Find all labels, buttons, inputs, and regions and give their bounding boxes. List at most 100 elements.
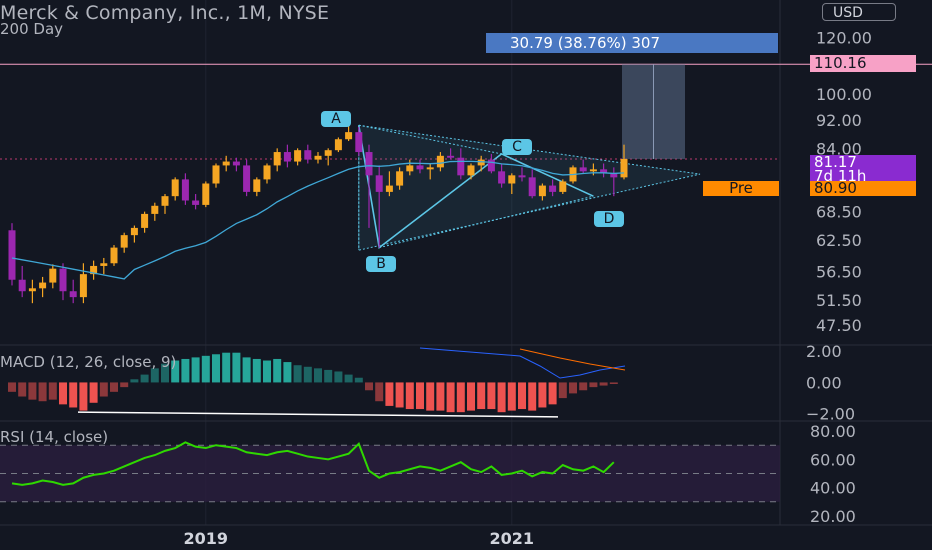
candle-body bbox=[110, 247, 118, 264]
macd-histogram-bar bbox=[365, 382, 373, 391]
candle bbox=[304, 144, 312, 164]
candle-body bbox=[263, 165, 271, 180]
macd-histogram-bar bbox=[99, 382, 108, 397]
candle bbox=[141, 211, 149, 233]
candle bbox=[161, 194, 169, 214]
candle bbox=[365, 144, 373, 228]
candle-body bbox=[69, 291, 77, 298]
macd-histogram-bar bbox=[273, 358, 282, 383]
macd-histogram-bar bbox=[120, 382, 129, 388]
candle-body bbox=[487, 159, 495, 172]
price-tick-label: 56.50 bbox=[816, 262, 862, 281]
macd-histogram-bar bbox=[324, 369, 333, 383]
candle-body bbox=[130, 227, 138, 236]
macd-histogram-bar bbox=[18, 382, 27, 397]
pattern-connector bbox=[358, 124, 502, 155]
candle bbox=[253, 177, 261, 197]
macd-histogram-bar bbox=[252, 358, 261, 383]
price-tick-label: 51.50 bbox=[816, 291, 862, 310]
macd-tick-label: −2.00 bbox=[806, 405, 855, 424]
macd-tick-label: 2.00 bbox=[806, 342, 842, 361]
candle bbox=[610, 167, 618, 197]
candle bbox=[406, 159, 414, 176]
macd-histogram-bar bbox=[334, 371, 343, 383]
ma-line bbox=[11, 160, 625, 280]
candle bbox=[130, 225, 138, 243]
macd-histogram-bar bbox=[293, 365, 302, 383]
macd-histogram-bar bbox=[344, 374, 353, 383]
macd-histogram-bar bbox=[161, 363, 169, 383]
candle bbox=[120, 232, 128, 253]
candle-body bbox=[151, 205, 159, 214]
macd-histogram-bar bbox=[477, 382, 486, 410]
price-tick-label: 120.00 bbox=[816, 29, 872, 48]
macd-histogram-bar bbox=[263, 360, 271, 383]
macd-histogram-bar bbox=[405, 382, 414, 410]
candle-body bbox=[457, 157, 465, 176]
macd-histogram-bar bbox=[232, 352, 241, 383]
candle bbox=[49, 264, 57, 289]
candle bbox=[355, 126, 363, 156]
candle-body bbox=[212, 165, 220, 184]
candle bbox=[447, 148, 455, 160]
candle bbox=[8, 223, 16, 286]
macd-histogram-bar bbox=[130, 379, 139, 383]
last-price-tag: 81.17 7d 11h bbox=[810, 153, 916, 184]
macd-pane: 2.00 0.00 −2.00 bbox=[8, 342, 855, 424]
candle-body bbox=[345, 132, 353, 140]
candle bbox=[314, 152, 322, 164]
macd-histogram-bar bbox=[181, 358, 190, 383]
time-tick-label: 2021 bbox=[490, 529, 535, 548]
candle bbox=[487, 153, 495, 174]
candle bbox=[263, 163, 271, 184]
price-tick-label: 62.50 bbox=[816, 231, 862, 250]
candle-body bbox=[498, 171, 506, 184]
rsi-pane: 80.00 60.00 40.00 20.00 bbox=[0, 422, 856, 526]
measure-label: 30.79 (38.76%) 307 bbox=[486, 33, 778, 53]
candle-body bbox=[181, 179, 189, 201]
candle bbox=[549, 179, 557, 197]
candle bbox=[79, 263, 87, 304]
macd-histogram-bar bbox=[171, 360, 180, 383]
candle bbox=[243, 159, 251, 197]
price-tick-label: 92.00 bbox=[816, 111, 862, 130]
candle bbox=[212, 163, 220, 188]
candle bbox=[110, 245, 118, 266]
currency-selector[interactable]: USD bbox=[822, 3, 896, 21]
candle-body bbox=[426, 167, 434, 170]
time-tick-label: 2019 bbox=[184, 529, 229, 548]
candle-body bbox=[559, 181, 567, 192]
macd-histogram-bar bbox=[150, 368, 159, 383]
candle bbox=[273, 148, 281, 172]
macd-histogram-bar bbox=[548, 382, 557, 405]
candle-body bbox=[283, 152, 291, 162]
candle-body bbox=[610, 173, 618, 178]
macd-histogram-bar bbox=[59, 382, 67, 405]
candle bbox=[508, 173, 516, 195]
candle bbox=[457, 148, 465, 180]
macd-trendline bbox=[77, 411, 559, 418]
candle-body bbox=[59, 268, 67, 292]
rsi-tick-label: 40.00 bbox=[810, 479, 856, 498]
pattern-point-a: A bbox=[321, 111, 351, 127]
rsi-tick-label: 60.00 bbox=[810, 450, 856, 469]
macd-histogram-bar bbox=[354, 377, 363, 383]
macd-histogram-bar bbox=[375, 382, 384, 402]
price-tick-label: 47.50 bbox=[816, 316, 862, 335]
candle bbox=[600, 163, 608, 178]
candle-body bbox=[549, 185, 557, 192]
candle-body bbox=[120, 235, 128, 248]
pre-market-value: 80.90 bbox=[810, 181, 916, 196]
candle-body bbox=[334, 139, 342, 151]
candle-body bbox=[508, 175, 516, 184]
candle bbox=[202, 181, 210, 208]
macd-histogram-bar bbox=[467, 382, 475, 411]
candle bbox=[151, 202, 159, 221]
macd-histogram-bar bbox=[314, 368, 322, 383]
last-price-value: 81.17 bbox=[814, 153, 857, 171]
candle bbox=[232, 157, 240, 172]
candle-body bbox=[375, 175, 383, 192]
macd-histogram-bar bbox=[303, 366, 312, 383]
candle bbox=[59, 263, 67, 301]
candle bbox=[579, 159, 587, 174]
